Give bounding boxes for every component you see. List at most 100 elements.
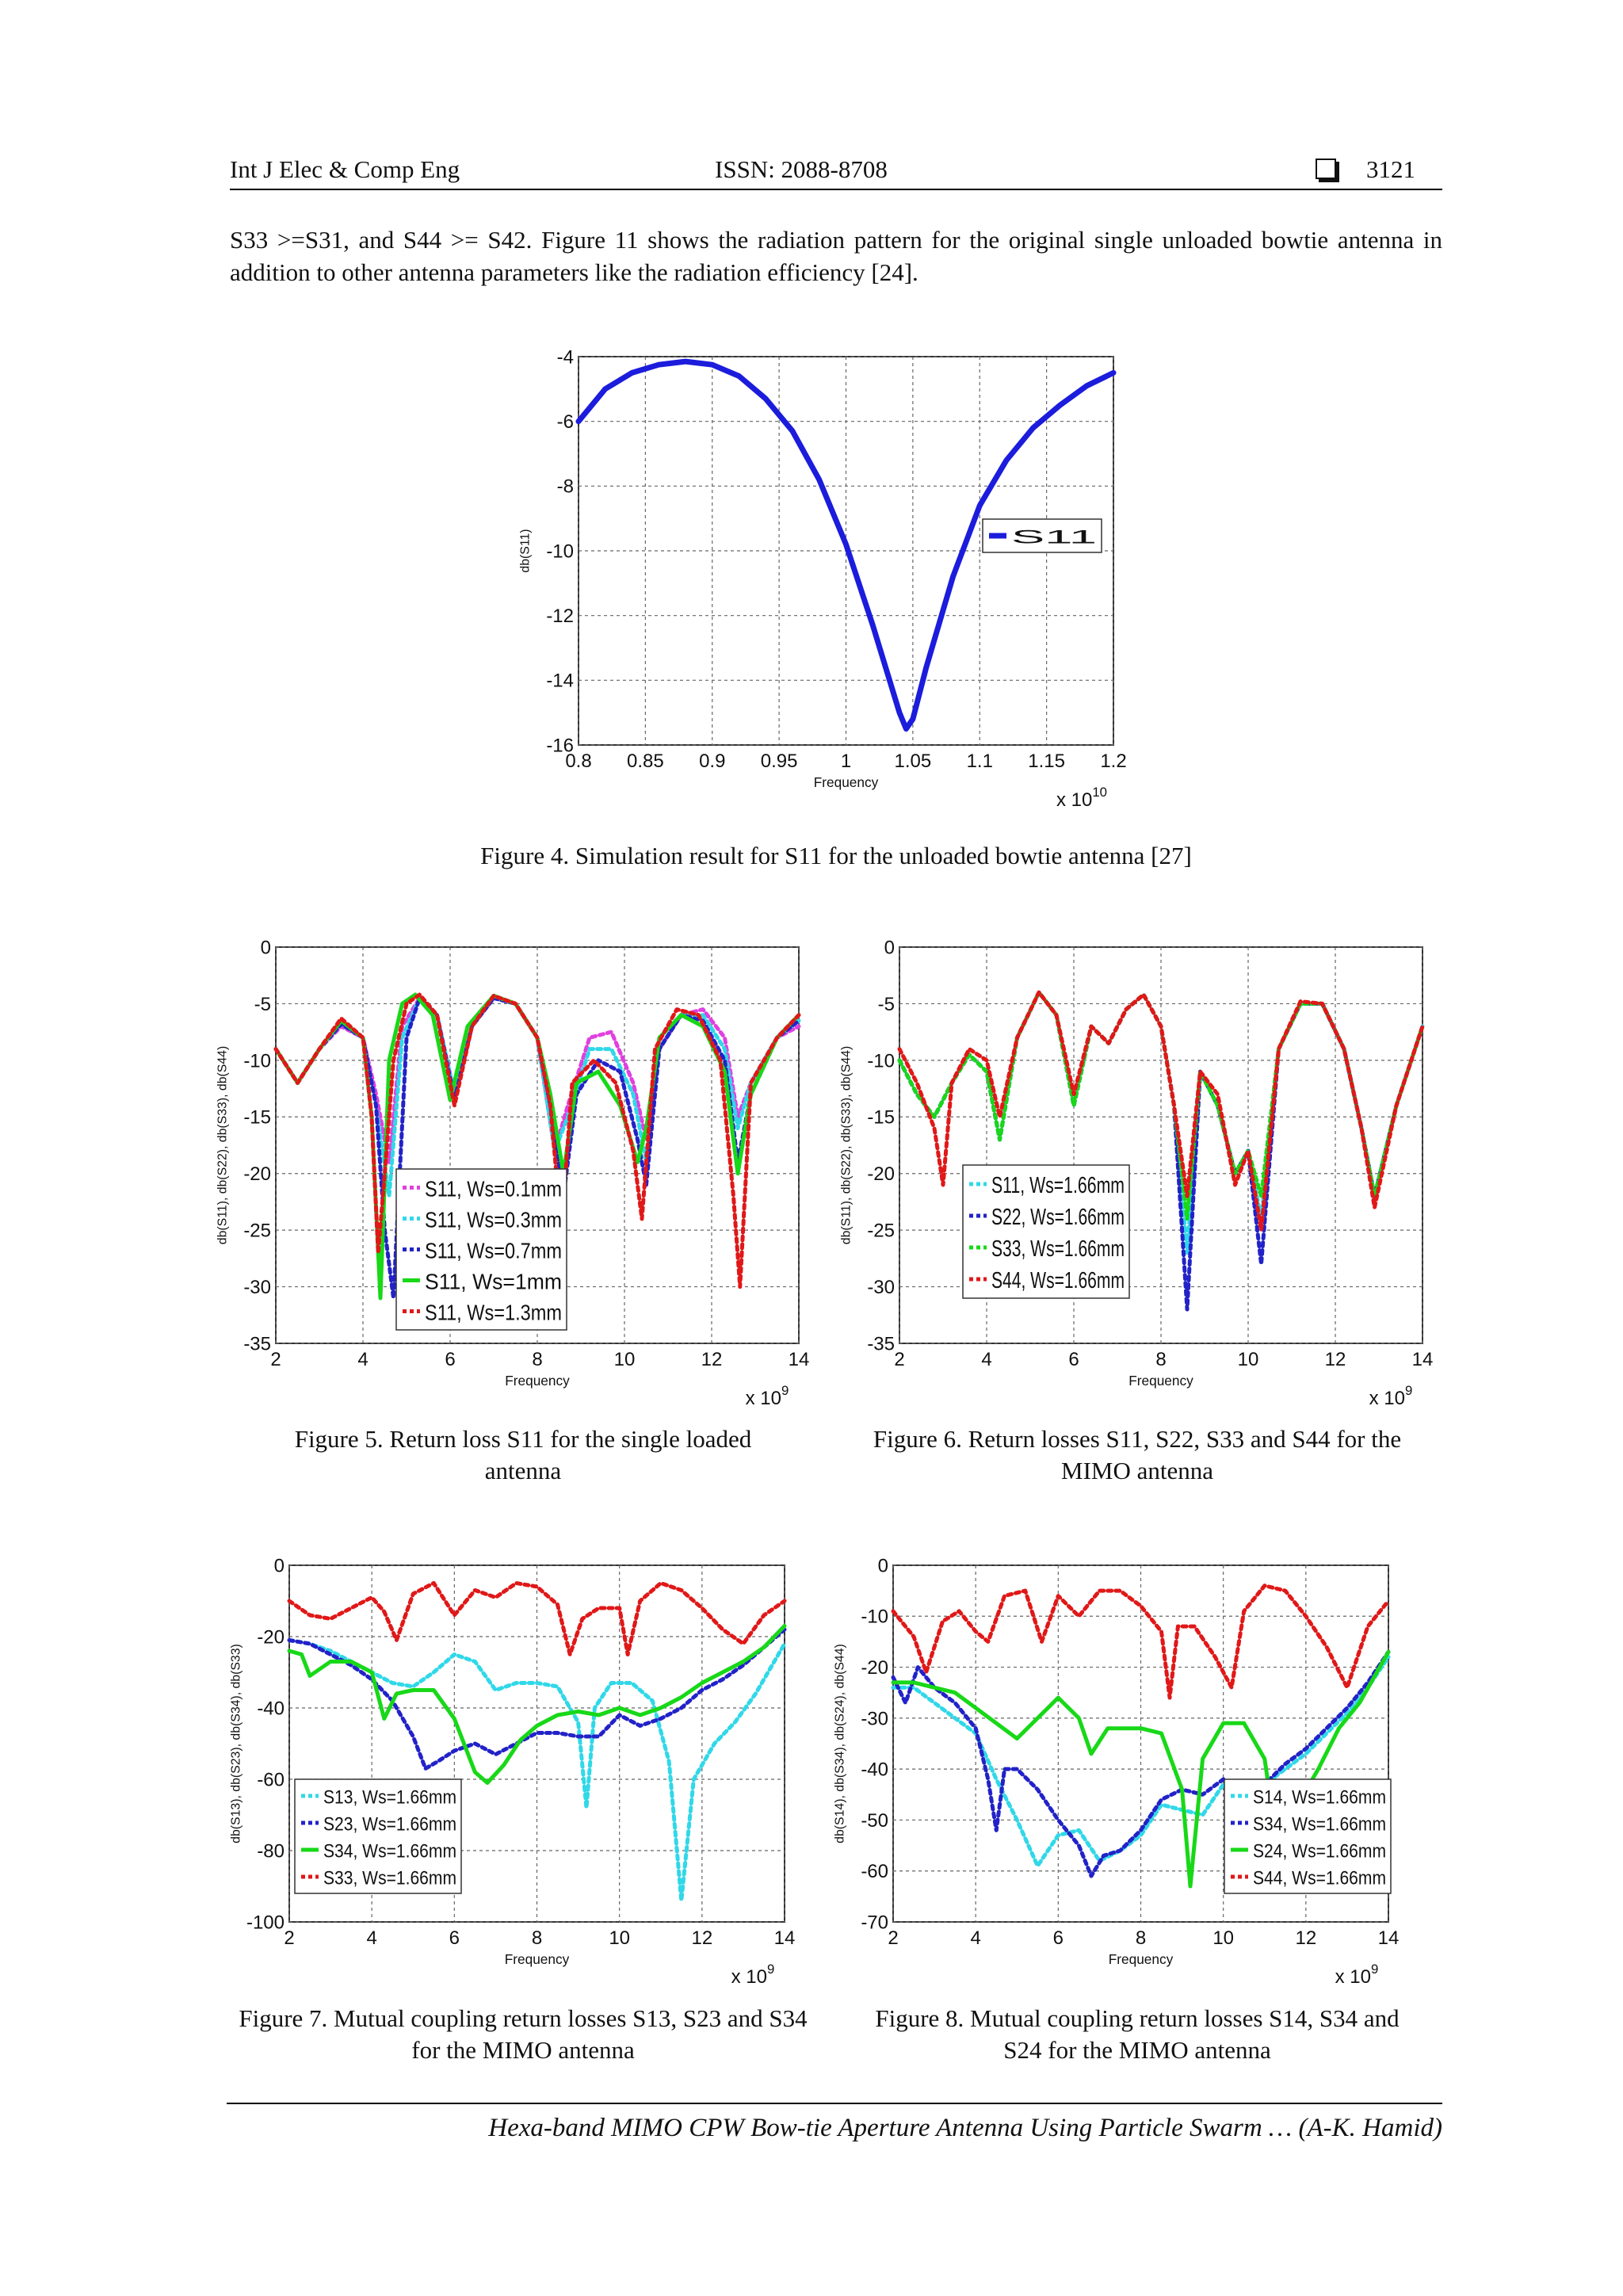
x-tick-label: 4 — [357, 1349, 368, 1370]
x-exponent-label: x 109 — [746, 1383, 789, 1409]
x-tick-label: 14 — [789, 1349, 810, 1370]
legend-entry: S44, Ws=1.66mm — [1253, 1868, 1386, 1889]
y-tick-label: -60 — [861, 1861, 888, 1882]
x-tick-label: 8 — [1136, 1927, 1146, 1949]
legend-entry: S33, Ws=1.66mm — [323, 1868, 456, 1889]
legend-entry: S11 — [1011, 527, 1097, 548]
x-tick-label: 0.85 — [627, 751, 664, 772]
footer-text: Hexa-band MIMO CPW Bow-tie Aperture Ante… — [488, 2114, 1442, 2142]
x-axis-label: Frequency — [814, 774, 879, 790]
series-line-3 — [287, 1624, 787, 1785]
figure-8-caption: Figure 8. Mutual coupling return losses … — [875, 2004, 1400, 2064]
x-tick-label: 1.2 — [1100, 751, 1126, 772]
y-tick-label: -12 — [546, 606, 574, 627]
y-tick-label: -20 — [867, 1163, 895, 1185]
y-tick-label: -20 — [257, 1626, 285, 1648]
legend-entry: S11, Ws=1mm — [425, 1269, 562, 1293]
figure-5-chart: 2 4 6 8 10 12 14 0 -5 -10 -15 -20 -25 -30 -35 Frequency… — [216, 937, 810, 1409]
y-tick-label: -20 — [861, 1657, 888, 1679]
body-paragraph: S33 >=S31, and S44 >= S42. Figure 11 sho… — [230, 226, 1442, 286]
legend-entry: S11, Ws=0.7mm — [425, 1238, 562, 1263]
journal-name: Int J Elec & Comp Eng — [230, 155, 460, 183]
x-tick-label: 14 — [1412, 1349, 1434, 1370]
y-axis-label: db(S14), db(S34), db(S24), db(S44) — [834, 1644, 847, 1843]
y-tick-label: -6 — [557, 411, 574, 433]
y-tick-label: -15 — [243, 1107, 271, 1129]
figure-6-caption: Figure 6. Return losses S11, S22, S33 an… — [873, 1425, 1402, 1484]
x-tick-label: 2 — [894, 1349, 904, 1370]
x-tick-label: 1.1 — [967, 751, 993, 772]
y-tick-label: -25 — [867, 1221, 895, 1242]
y-tick-label: -14 — [546, 670, 574, 692]
x-exponent-label: x 109 — [731, 1962, 775, 1988]
x-tick-label: 12 — [1295, 1927, 1316, 1949]
x-tick-label: 2 — [888, 1927, 898, 1949]
y-tick-label: -15 — [867, 1107, 895, 1129]
x-axis-label: Frequency — [1128, 1373, 1193, 1389]
series-line-5 — [273, 992, 801, 1289]
figure-5-caption: Figure 5. Return loss S11 for the single… — [294, 1425, 752, 1484]
series-line-1 — [287, 1638, 787, 1903]
x-tick-label: 10 — [609, 1927, 630, 1949]
legend-entry: S11, Ws=1.66mm — [991, 1173, 1125, 1198]
y-tick-label: -30 — [861, 1708, 888, 1729]
y-tick-label: -8 — [557, 476, 574, 498]
x-tick-label: 1 — [841, 751, 851, 772]
y-axis-label: db(S11) — [519, 529, 533, 572]
x-tick-label: 8 — [532, 1349, 542, 1370]
header-rule — [230, 189, 1442, 190]
square-outline-icon — [1316, 159, 1336, 179]
x-tick-label: 10 — [1212, 1927, 1234, 1949]
legend-box — [962, 1164, 1130, 1299]
x-tick-label: 10 — [614, 1349, 636, 1370]
figure-8-chart: 2 4 6 8 10 12 14 0 -10 -20 -30 -40 -50 -60 -70 Frequenc… — [834, 1555, 1400, 1987]
legend-box — [1224, 1778, 1392, 1894]
x-tick-label: 14 — [1378, 1927, 1400, 1949]
footer-rule — [227, 2103, 1442, 2104]
y-tick-label: -10 — [861, 1606, 888, 1628]
figure-4-caption: Figure 4. Simulation result for S11 for … — [480, 842, 1192, 869]
y-tick-label: -35 — [243, 1333, 271, 1354]
y-tick-label: -5 — [254, 994, 271, 1015]
legend-entry: S34, Ws=1.66mm — [323, 1841, 456, 1862]
x-exponent-label: x 109 — [1369, 1383, 1413, 1409]
x-tick-label: 1.05 — [895, 751, 932, 772]
y-axis-label: db(S11), db(S22), db(S33), db(S44) — [840, 1046, 854, 1244]
x-tick-label: 4 — [970, 1927, 980, 1949]
x-axis-label: Frequency — [505, 1951, 570, 1967]
y-tick-label: -30 — [867, 1277, 895, 1298]
series-line-1 — [575, 358, 1117, 732]
x-tick-label: 4 — [981, 1349, 991, 1370]
legend-entry: S34, Ws=1.66mm — [1253, 1814, 1386, 1836]
figure-4-chart: 0.8 0.85 0.9 0.95 1 1.05 1.1 1.15 1.2 -4 -6 -8 -10 -1… — [519, 346, 1127, 811]
legend-entry: S22, Ws=1.66mm — [991, 1205, 1125, 1230]
figure-7-chart: 2 4 6 8 10 12 14 0 -20 -40 -60 -80 -100 Frequency db(S… — [230, 1555, 796, 1988]
x-tick-label: 14 — [774, 1927, 796, 1949]
x-exponent-label: x 1010 — [1056, 785, 1107, 811]
y-tick-label: -20 — [243, 1163, 271, 1185]
y-axis-label: db(S13), db(S23), db(S34), db(S33) — [230, 1644, 243, 1843]
y-tick-label: -4 — [557, 346, 574, 368]
legend-entry: S11, Ws=0.1mm — [425, 1176, 562, 1201]
legend-box — [395, 1168, 567, 1331]
legend-entry: S24, Ws=1.66mm — [1253, 1841, 1386, 1862]
legend-entry: S11, Ws=1.3mm — [425, 1300, 562, 1324]
series-line-4 — [287, 1581, 787, 1656]
legend-entry: S23, Ws=1.66mm — [323, 1814, 456, 1836]
legend-entry: S14, Ws=1.66mm — [1253, 1787, 1386, 1809]
y-tick-label: -16 — [546, 735, 574, 756]
x-tick-label: 1.15 — [1028, 751, 1065, 772]
issn: ISSN: 2088-8708 — [715, 155, 888, 183]
legend-box — [294, 1778, 462, 1894]
y-tick-label: 0 — [878, 1555, 888, 1576]
y-tick-label: -5 — [878, 994, 895, 1015]
y-tick-label: -40 — [257, 1698, 285, 1719]
y-tick-label: -70 — [861, 1912, 888, 1933]
y-axis-label: db(S11), db(S22), db(S33), db(S44) — [216, 1046, 230, 1244]
x-tick-label: 8 — [1155, 1349, 1166, 1370]
series-line-2 — [891, 1649, 1391, 1878]
y-tick-label: -35 — [867, 1333, 895, 1354]
x-tick-label: 2 — [284, 1927, 294, 1949]
x-tick-label: 6 — [449, 1927, 460, 1949]
legend-entry: S44, Ws=1.66mm — [991, 1268, 1125, 1293]
